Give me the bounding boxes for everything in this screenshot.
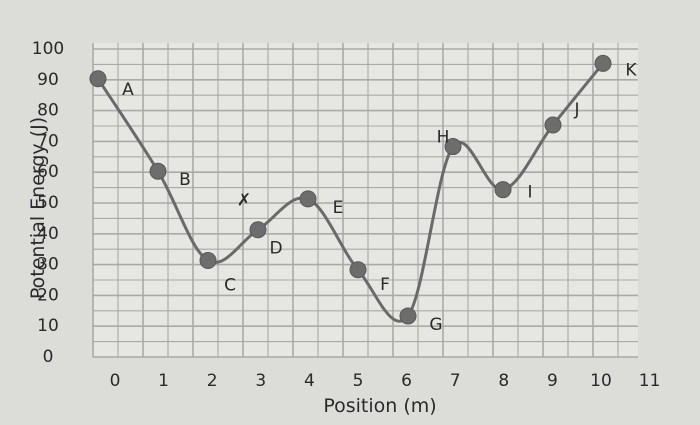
- y-tick-label: 30: [37, 255, 59, 275]
- x-tick-label: 7: [450, 371, 461, 391]
- y-tick-label: 10: [37, 316, 59, 336]
- x-tick-label: 6: [401, 371, 412, 391]
- point-label-f: F: [380, 275, 390, 295]
- y-tick-label: 60: [37, 162, 59, 182]
- gridlines: [92, 43, 638, 358]
- y-tick-label: 90: [37, 70, 59, 90]
- x-tick-labels: 0 1 2 3 4 5 6 7 8 9 10 11: [110, 371, 661, 391]
- y-tick-label: 40: [37, 224, 59, 244]
- x-tick-label: 1: [158, 371, 169, 391]
- annotations: ✗: [237, 191, 251, 211]
- x-tick-label: 5: [353, 371, 364, 391]
- x-tick-label: 4: [304, 371, 315, 391]
- x-tick-label: 0: [110, 371, 121, 391]
- x-tick-label: 2: [207, 371, 218, 391]
- y-axis-title: Potential Energy (J): [27, 117, 49, 299]
- point-label-e: E: [333, 198, 344, 218]
- data-point-a: [89, 70, 107, 88]
- point-labels: A B C D E F G H I J K: [122, 60, 637, 335]
- y-tick-label: 70: [37, 131, 59, 151]
- y-tick-label: 80: [37, 101, 59, 121]
- data-point-d: [249, 221, 267, 239]
- data-point-j: [544, 116, 562, 134]
- plot-area: [93, 43, 638, 357]
- point-label-k: K: [625, 60, 637, 80]
- point-label-h: H: [437, 128, 450, 148]
- data-point-f: [349, 261, 367, 279]
- x-tick-label: 10: [590, 371, 612, 391]
- data-point-i: [494, 181, 512, 199]
- data-points: [89, 54, 612, 325]
- x-axis-title: Position (m): [323, 395, 436, 417]
- x-tick-label: 8: [498, 371, 509, 391]
- point-label-d: D: [269, 239, 282, 259]
- y-tick-labels: 0 10 20 30 40 50 60 70 80 90 100: [32, 39, 64, 367]
- point-label-j: J: [573, 100, 579, 120]
- x-tick-label: 11: [639, 371, 661, 391]
- point-label-b: B: [179, 170, 191, 190]
- point-label-g: G: [429, 315, 442, 335]
- data-point-h: [444, 138, 462, 156]
- point-label-i: I: [527, 183, 532, 203]
- point-label-a: A: [122, 80, 134, 100]
- y-tick-label: 0: [43, 347, 54, 367]
- data-point-e: [299, 190, 317, 208]
- y-tick-label: 100: [32, 39, 64, 59]
- y-tick-label: 50: [37, 193, 59, 213]
- x-tick-label: 9: [547, 371, 558, 391]
- y-tick-label: 20: [37, 285, 59, 305]
- data-point-c: [199, 252, 217, 270]
- point-label-c: C: [224, 276, 236, 296]
- x-tick-label: 3: [255, 371, 266, 391]
- data-point-b: [149, 162, 167, 180]
- data-point-k: [594, 54, 612, 72]
- handwritten-mark: ✗: [237, 191, 251, 211]
- data-point-g: [399, 307, 417, 325]
